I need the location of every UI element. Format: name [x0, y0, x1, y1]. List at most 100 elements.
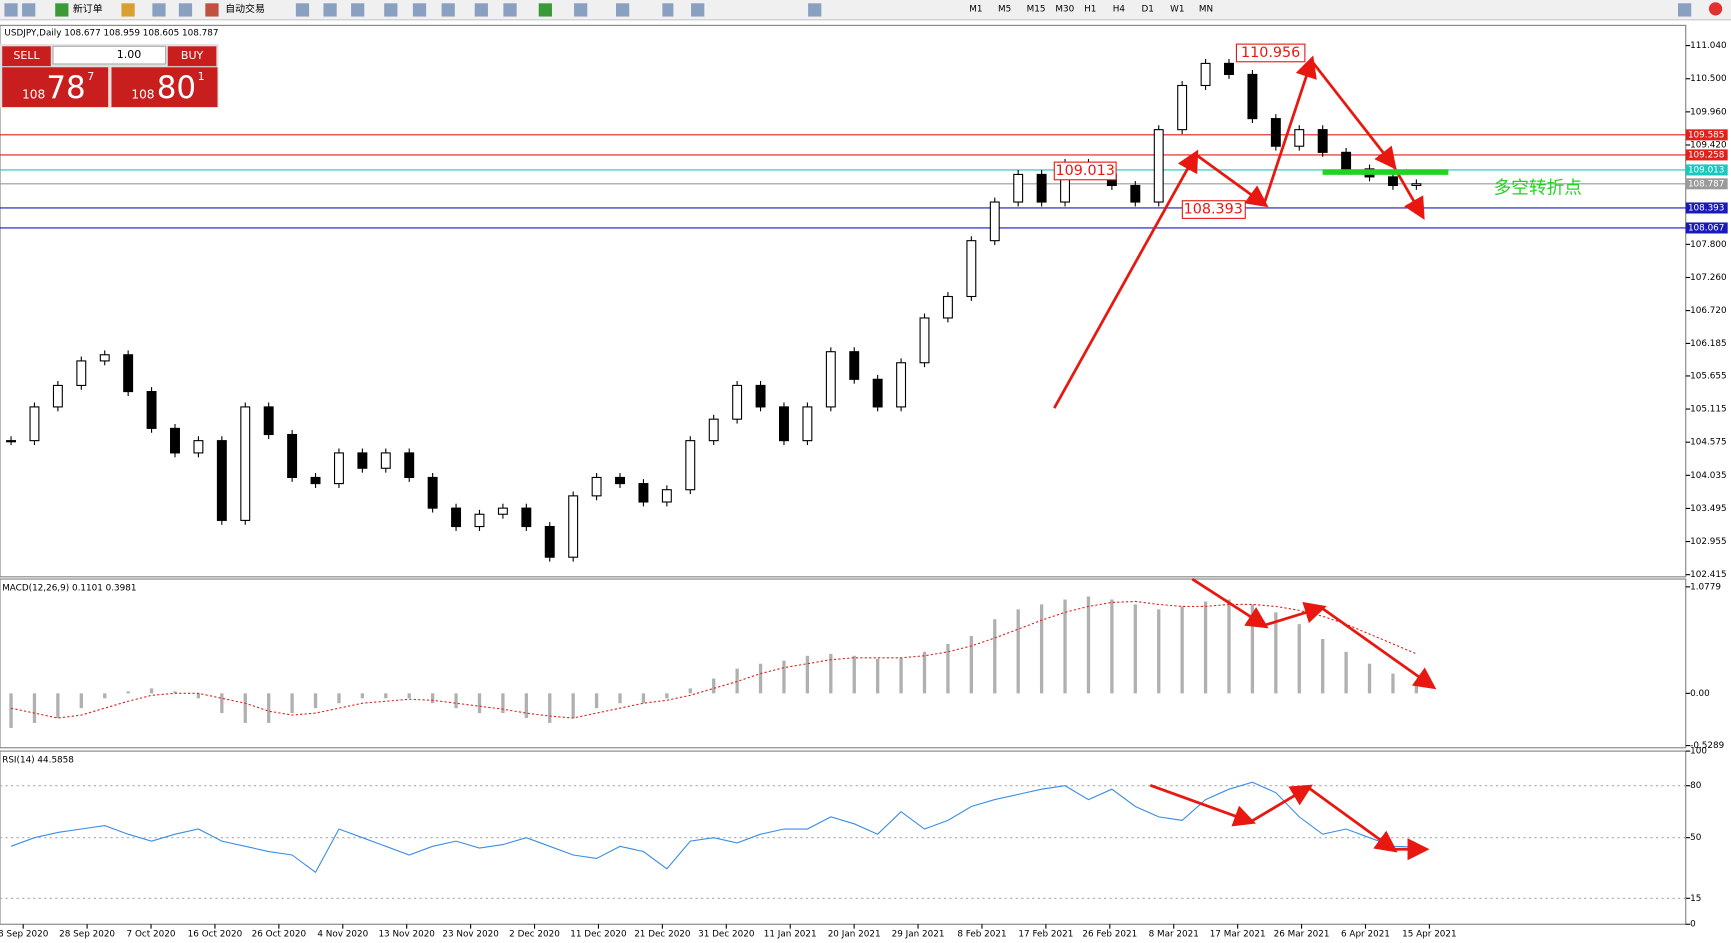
icon[interactable] — [351, 3, 365, 17]
arrow — [1149, 783, 1256, 827]
icon[interactable] — [205, 3, 219, 17]
icon[interactable] — [808, 3, 822, 17]
candle — [568, 495, 579, 558]
marks: 111.040 110.500 109.960 109.420 107.800 107.2… — [0, 41, 1728, 940]
x-tick-label: 31 Dec 2020 — [698, 930, 755, 940]
icon[interactable] — [323, 3, 337, 17]
y-tick-label: 0 — [1690, 920, 1696, 930]
icon[interactable] — [503, 3, 517, 17]
candle — [1013, 173, 1024, 203]
buy-label[interactable]: BUY — [181, 49, 204, 62]
high-label: 110.956 — [1241, 45, 1300, 61]
candle — [755, 384, 766, 408]
low-label: 108.393 — [1184, 202, 1243, 218]
icon[interactable] — [295, 3, 310, 17]
icon[interactable] — [384, 3, 398, 17]
timeframe[interactable]: M30 — [1055, 4, 1074, 14]
timeframe[interactable]: H4 — [1113, 4, 1126, 14]
candle — [1200, 62, 1211, 87]
y-tick-label: 104.035 — [1690, 471, 1726, 481]
icon[interactable] — [121, 3, 135, 17]
y-tick-label: 103.495 — [1690, 504, 1726, 514]
candle — [1036, 173, 1047, 203]
candle — [1270, 118, 1281, 147]
level-tag — [1685, 164, 1728, 176]
level-label: 109.013 — [1688, 165, 1724, 175]
x-tick-label: 17 Feb 2021 — [1018, 930, 1073, 940]
new-order[interactable]: 新订单 — [73, 2, 103, 15]
icon[interactable] — [474, 3, 488, 17]
level-label: 108.067 — [1688, 223, 1724, 233]
candle — [919, 317, 930, 364]
icon[interactable] — [22, 3, 36, 17]
y-tick-label: 104.575 — [1690, 438, 1726, 448]
sell-button[interactable] — [2, 46, 51, 67]
icon[interactable] — [55, 3, 69, 17]
timeframe[interactable]: M1 — [969, 4, 982, 14]
notification[interactable] — [1708, 2, 1723, 16]
icon[interactable] — [691, 3, 705, 17]
timeframe[interactable]: M5 — [998, 4, 1011, 14]
candle — [1247, 73, 1258, 120]
level-label: 109.258 — [1688, 150, 1724, 160]
x-tick-label: 7 Oct 2020 — [127, 930, 176, 940]
x-tick-label: 26 Oct 2020 — [252, 930, 307, 940]
icon[interactable] — [662, 3, 674, 17]
candle — [240, 406, 251, 521]
candle — [497, 507, 508, 515]
y-tick-label: 102.415 — [1690, 570, 1726, 580]
icon[interactable] — [538, 3, 552, 17]
auto-trade[interactable]: 自动交易 — [225, 2, 265, 15]
timeframe[interactable]: MN — [1199, 4, 1213, 14]
level-tag — [1685, 202, 1728, 214]
arrow — [1262, 55, 1317, 205]
timeframe[interactable]: M15 — [1027, 4, 1046, 14]
y-tick-label: 110.500 — [1690, 74, 1727, 84]
y-tick-label: 111.040 — [1690, 41, 1727, 51]
x-tick-label: 23 Nov 2020 — [442, 930, 499, 940]
candle — [966, 240, 977, 298]
candle — [615, 476, 625, 485]
x-tick-label: 17 Mar 2021 — [1210, 930, 1266, 940]
icon[interactable] — [441, 3, 455, 17]
buy-big: 108 — [131, 87, 154, 101]
x-tick-label: 13 Nov 2020 — [378, 930, 435, 940]
icon[interactable] — [4, 3, 18, 17]
x-tick-label: 11 Jan 2021 — [764, 930, 817, 940]
icon[interactable] — [616, 3, 630, 17]
y-tick-label: 0.00 — [1690, 689, 1710, 699]
sell-price-box[interactable] — [2, 67, 109, 107]
sell-sup: 7 — [87, 70, 94, 83]
icon[interactable] — [152, 3, 166, 17]
y-tick-label: 109.420 — [1690, 140, 1727, 150]
timeframe[interactable]: H1 — [1084, 4, 1096, 14]
candle — [263, 406, 274, 436]
lots-input[interactable] — [52, 45, 167, 65]
candle — [1130, 184, 1141, 203]
candle — [1153, 129, 1164, 203]
lots[interactable]: 1.00 — [117, 48, 142, 61]
rsi-title: RSI(14) 44.5858 — [2, 755, 74, 765]
timeframe[interactable]: W1 — [1170, 4, 1184, 14]
candle — [872, 378, 883, 408]
rsi-line — [10, 781, 1417, 874]
candle — [123, 354, 134, 393]
icon[interactable] — [178, 3, 193, 17]
buy-price-box[interactable] — [111, 67, 218, 107]
level-label: 109.585 — [1688, 130, 1724, 140]
icon[interactable] — [412, 3, 427, 17]
x-tick-label: 8 Feb 2021 — [957, 930, 1006, 940]
candle — [849, 351, 860, 380]
candle — [1224, 62, 1234, 75]
buy-button[interactable] — [167, 46, 217, 67]
buy-main: 80 — [157, 70, 196, 106]
timeframe[interactable]: D1 — [1141, 4, 1153, 14]
y-tick-label: 107.260 — [1690, 273, 1727, 283]
arrow — [1320, 606, 1437, 690]
icon[interactable] — [574, 3, 588, 17]
sell-label[interactable]: SELL — [13, 49, 40, 62]
search-icon[interactable] — [1678, 3, 1692, 17]
y-tick-label: 15 — [1690, 894, 1701, 904]
